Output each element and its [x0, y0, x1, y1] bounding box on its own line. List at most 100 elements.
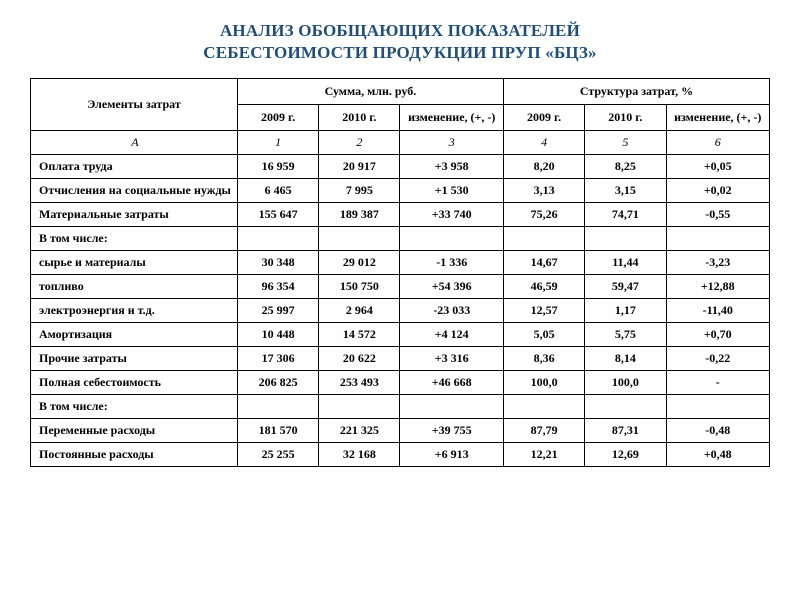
row-cell: 30 348 [237, 250, 318, 274]
row-label: Оплата труда [31, 154, 238, 178]
row-cell: +3 958 [400, 154, 503, 178]
colnum-a: А [31, 130, 238, 154]
row-cell [400, 226, 503, 250]
table-row: электроэнергия и т.д.25 9972 964-23 0331… [31, 298, 770, 322]
title-line-1: АНАЛИЗ ОБОБЩАЮЩИХ ПОКАЗАТЕЛЕЙ [220, 21, 580, 40]
row-cell: 25 255 [237, 442, 318, 466]
colnum-3: 3 [400, 130, 503, 154]
row-label: В том числе: [31, 394, 238, 418]
row-cell: +1 530 [400, 178, 503, 202]
row-cell: 3,13 [503, 178, 584, 202]
row-cell: 87,79 [503, 418, 584, 442]
table-row: Оплата труда16 95920 917+3 9588,208,25+0… [31, 154, 770, 178]
row-cell: 20 917 [319, 154, 400, 178]
header-struct-change: изменение, (+, -) [666, 104, 770, 130]
table-body: А 1 2 3 4 5 6 Оплата труда16 95920 917+3… [31, 130, 770, 466]
header-struct-2009: 2009 г. [503, 104, 584, 130]
row-cell: 253 493 [319, 370, 400, 394]
row-cell [319, 394, 400, 418]
page-title: АНАЛИЗ ОБОБЩАЮЩИХ ПОКАЗАТЕЛЕЙ СЕБЕСТОИМО… [30, 20, 770, 64]
cost-analysis-table: Элементы затрат Сумма, млн. руб. Структу… [30, 78, 770, 467]
header-row-1: Элементы затрат Сумма, млн. руб. Структу… [31, 79, 770, 105]
row-cell: 32 168 [319, 442, 400, 466]
header-struct-group: Структура затрат, % [503, 79, 769, 105]
row-cell: 11,44 [585, 250, 666, 274]
row-cell: 12,57 [503, 298, 584, 322]
row-cell: 150 750 [319, 274, 400, 298]
table-row: В том числе: [31, 394, 770, 418]
row-cell: 206 825 [237, 370, 318, 394]
row-label: Переменные расходы [31, 418, 238, 442]
row-cell: 5,05 [503, 322, 584, 346]
row-cell: 8,14 [585, 346, 666, 370]
row-cell: 10 448 [237, 322, 318, 346]
row-cell: 74,71 [585, 202, 666, 226]
row-cell: +6 913 [400, 442, 503, 466]
row-cell: +33 740 [400, 202, 503, 226]
table-row: Материальные затраты155 647189 387+33 74… [31, 202, 770, 226]
header-sum-change: изменение, (+, -) [400, 104, 503, 130]
table-row: Отчисления на социальные нужды6 4657 995… [31, 178, 770, 202]
row-label: Материальные затраты [31, 202, 238, 226]
colnum-5: 5 [585, 130, 666, 154]
row-label: Полная себестоимость [31, 370, 238, 394]
header-elements: Элементы затрат [31, 79, 238, 131]
row-cell: +0,48 [666, 442, 770, 466]
row-cell: +54 396 [400, 274, 503, 298]
row-cell: 221 325 [319, 418, 400, 442]
row-label: Отчисления на социальные нужды [31, 178, 238, 202]
row-cell: -0,22 [666, 346, 770, 370]
row-cell: 59,47 [585, 274, 666, 298]
row-cell: 8,25 [585, 154, 666, 178]
row-label: Постоянные расходы [31, 442, 238, 466]
row-label: электроэнергия и т.д. [31, 298, 238, 322]
table-row: Переменные расходы181 570221 325+39 7558… [31, 418, 770, 442]
row-cell: 100,0 [503, 370, 584, 394]
header-sum-2009: 2009 г. [237, 104, 318, 130]
row-cell: +0,70 [666, 322, 770, 346]
row-cell: +46 668 [400, 370, 503, 394]
row-cell: 12,21 [503, 442, 584, 466]
row-cell: 16 959 [237, 154, 318, 178]
row-cell [585, 394, 666, 418]
row-cell: 75,26 [503, 202, 584, 226]
row-label: Амортизация [31, 322, 238, 346]
header-struct-2010: 2010 г. [585, 104, 666, 130]
row-cell [237, 226, 318, 250]
row-cell: 20 622 [319, 346, 400, 370]
table-row: Полная себестоимость206 825253 493+46 66… [31, 370, 770, 394]
row-cell [503, 226, 584, 250]
table-row: В том числе: [31, 226, 770, 250]
row-cell: 181 570 [237, 418, 318, 442]
header-sum-group: Сумма, млн. руб. [237, 79, 503, 105]
row-label: Прочие затраты [31, 346, 238, 370]
row-cell: 8,36 [503, 346, 584, 370]
row-cell: 14,67 [503, 250, 584, 274]
row-cell: 8,20 [503, 154, 584, 178]
row-cell: 25 997 [237, 298, 318, 322]
row-cell: - [666, 370, 770, 394]
row-cell: 96 354 [237, 274, 318, 298]
row-cell: 12,69 [585, 442, 666, 466]
column-numbers-row: А 1 2 3 4 5 6 [31, 130, 770, 154]
table-row: сырье и материалы30 34829 012-1 33614,67… [31, 250, 770, 274]
row-cell: 189 387 [319, 202, 400, 226]
row-cell [400, 394, 503, 418]
colnum-6: 6 [666, 130, 770, 154]
row-cell: -1 336 [400, 250, 503, 274]
colnum-1: 1 [237, 130, 318, 154]
row-cell: +12,88 [666, 274, 770, 298]
row-cell [503, 394, 584, 418]
row-cell: -23 033 [400, 298, 503, 322]
row-cell: -3,23 [666, 250, 770, 274]
row-cell: -0,48 [666, 418, 770, 442]
row-cell: -0,55 [666, 202, 770, 226]
row-cell: +0,05 [666, 154, 770, 178]
row-label: сырье и материалы [31, 250, 238, 274]
row-cell: 100,0 [585, 370, 666, 394]
row-cell: 3,15 [585, 178, 666, 202]
table-row: топливо96 354150 750+54 39646,5959,47+12… [31, 274, 770, 298]
row-cell: 5,75 [585, 322, 666, 346]
row-cell: 17 306 [237, 346, 318, 370]
table-row: Амортизация10 44814 572+4 1245,055,75+0,… [31, 322, 770, 346]
